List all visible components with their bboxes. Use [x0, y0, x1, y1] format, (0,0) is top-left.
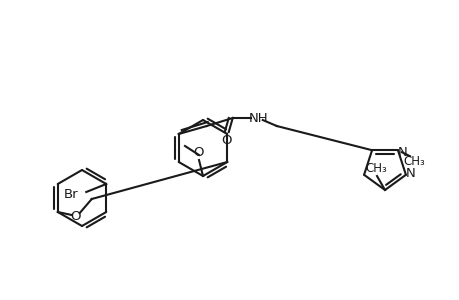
Text: CH₃: CH₃: [402, 155, 424, 168]
Text: O: O: [193, 146, 204, 160]
Text: O: O: [70, 211, 81, 224]
Text: Br: Br: [63, 188, 78, 200]
Text: CH₃: CH₃: [364, 163, 386, 176]
Text: NH: NH: [248, 112, 268, 125]
Text: N: N: [405, 167, 415, 180]
Text: O: O: [221, 134, 231, 146]
Text: N: N: [397, 146, 407, 159]
